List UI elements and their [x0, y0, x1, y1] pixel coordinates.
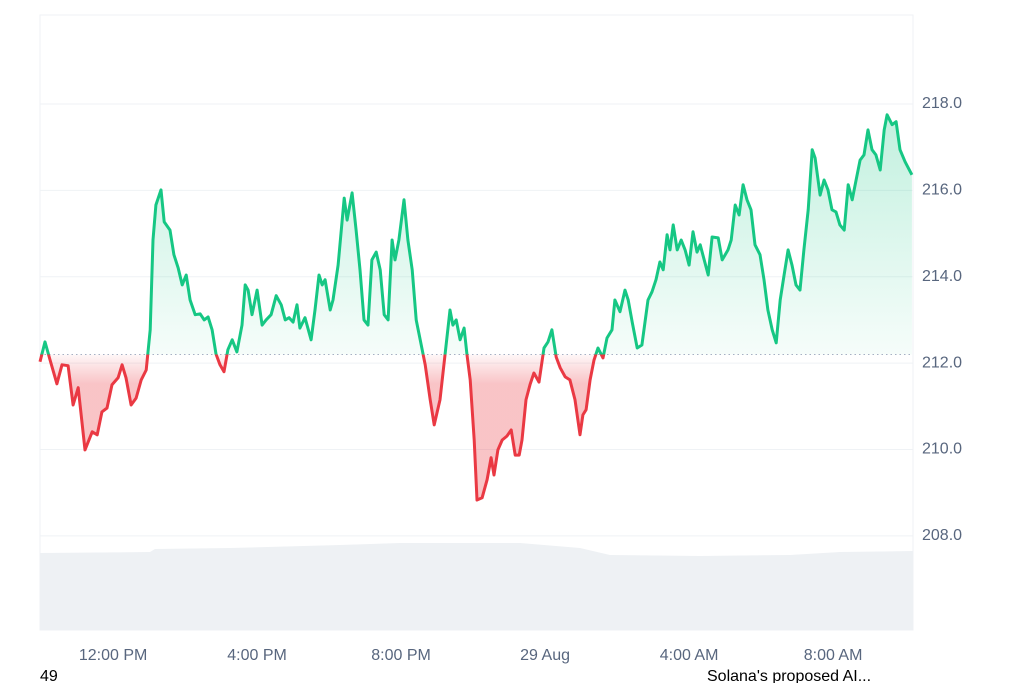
price-line — [38, 113, 914, 502]
x-tick-label: 4:00 AM — [660, 647, 719, 664]
volume-area — [40, 543, 913, 630]
grid: 208.0 210.0 212.0 214.0 216.0 218.0 12:00 PM 4:… — [40, 95, 962, 664]
x-tick-label: 8:00 AM — [804, 647, 863, 664]
x-tick-label: 8:00 PM — [371, 647, 431, 664]
y-tick-label: 212.0 — [922, 354, 962, 371]
y-tick-label: 214.0 — [922, 268, 962, 285]
x-tick-label: 4:00 PM — [227, 647, 287, 664]
y-tick-label: 210.0 — [922, 441, 962, 458]
x-tick-label: 12:00 PM — [79, 647, 147, 664]
plot — [38, 113, 914, 502]
x-tick-label: 29 Aug — [520, 647, 570, 664]
y-tick-label: 216.0 — [922, 182, 962, 199]
area-fill — [40, 114, 912, 501]
footer-left: 49 — [40, 668, 58, 683]
footer-right: Solana's proposed AI... — [707, 668, 871, 683]
y-tick-label: 218.0 — [922, 95, 962, 112]
y-tick-label: 208.0 — [922, 527, 962, 544]
